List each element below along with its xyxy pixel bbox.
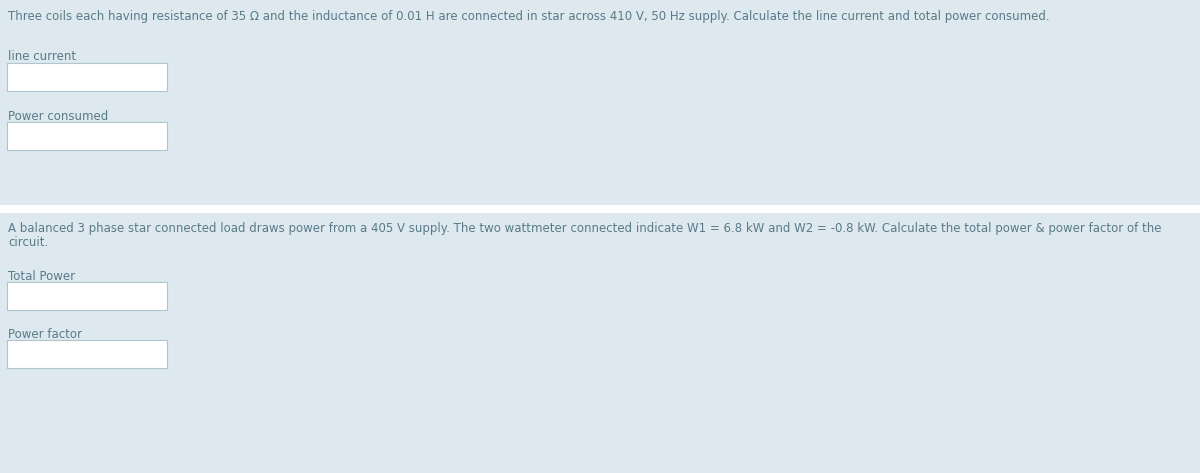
Text: line current: line current bbox=[8, 50, 76, 63]
Text: Three coils each having resistance of 35 Ω and the inductance of 0.01 H are conn: Three coils each having resistance of 35… bbox=[8, 10, 1050, 23]
Bar bbox=[7, 282, 167, 310]
Text: A balanced 3 phase star connected load draws power from a 405 V supply. The two : A balanced 3 phase star connected load d… bbox=[8, 222, 1162, 235]
Bar bbox=[0, 205, 1200, 213]
Bar bbox=[7, 340, 167, 368]
Bar bbox=[7, 63, 167, 91]
Text: circuit.: circuit. bbox=[8, 236, 48, 249]
Bar bbox=[7, 122, 167, 150]
Text: Power factor: Power factor bbox=[8, 328, 82, 341]
Text: Total Power: Total Power bbox=[8, 270, 76, 283]
Text: Power consumed: Power consumed bbox=[8, 110, 108, 123]
